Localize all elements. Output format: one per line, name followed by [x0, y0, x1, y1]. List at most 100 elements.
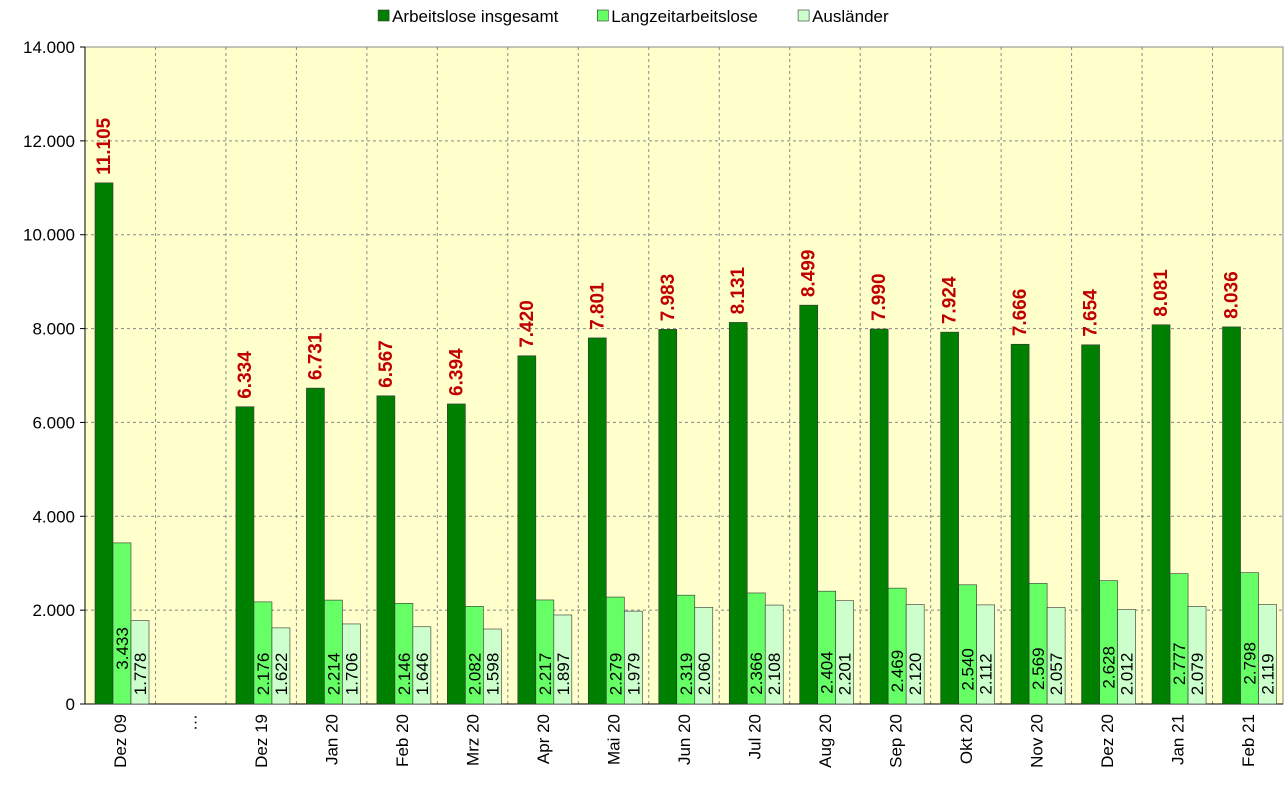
value-label: 7.983 [658, 274, 679, 322]
y-tick-label: 10.000 [23, 226, 75, 245]
x-tick-label: Dez 19 [252, 714, 271, 768]
bar [694, 607, 714, 705]
value-label: 2.777 [1170, 643, 1189, 686]
value-label: 2.540 [959, 648, 978, 691]
value-label: 11.105 [94, 117, 115, 174]
bar [271, 627, 291, 705]
y-tick-label: 4.000 [32, 507, 75, 526]
bar [1222, 326, 1241, 705]
x-tick-label: Dez 20 [1098, 714, 1117, 768]
value-label: 2.279 [606, 653, 625, 696]
y-tick-label: 14.000 [23, 38, 75, 57]
bar [1046, 607, 1066, 705]
y-tick-label: 0 [66, 695, 75, 714]
bar [112, 542, 132, 705]
bar [835, 600, 855, 705]
value-label: 1.979 [624, 653, 643, 696]
bar [483, 628, 502, 705]
bar [447, 403, 466, 705]
value-label: 8.499 [799, 250, 820, 298]
legend-swatch [797, 9, 810, 22]
value-label: 7.654 [1081, 289, 1102, 337]
x-tick-label: Sep 20 [886, 714, 905, 768]
bar [1187, 606, 1207, 705]
x-tick-label: Feb 20 [393, 714, 412, 767]
value-label: 6.394 [446, 348, 467, 396]
value-label: 7.990 [869, 273, 890, 321]
value-label: 7.801 [587, 282, 608, 330]
x-tick-label: Feb 21 [1239, 714, 1258, 767]
value-label: 2.628 [1100, 646, 1119, 689]
bar [130, 620, 150, 705]
legend-label: Ausländer [812, 7, 889, 26]
bar [94, 182, 114, 705]
bar [1117, 609, 1136, 705]
value-label: 1.622 [272, 653, 291, 696]
value-label: 2.060 [695, 653, 714, 696]
value-label: 2.798 [1241, 642, 1260, 685]
bar [1258, 604, 1277, 705]
bar [342, 623, 361, 705]
value-label: 2.201 [836, 653, 855, 696]
bar [1151, 324, 1171, 705]
x-tick-label: Mrz 20 [464, 714, 483, 766]
bar [658, 329, 678, 705]
value-label: 6.731 [305, 332, 326, 380]
value-label: 2.569 [1029, 647, 1048, 690]
value-label: 2.469 [888, 650, 907, 693]
bar [553, 614, 573, 705]
bar [306, 387, 325, 705]
x-tick-label: Jan 20 [323, 714, 342, 765]
bar [976, 604, 995, 705]
value-label: 2.176 [254, 653, 273, 696]
value-label: 1.778 [131, 653, 150, 696]
bar [412, 626, 432, 705]
value-label: 2.108 [765, 653, 784, 696]
value-label: 7.420 [517, 300, 538, 348]
x-tick-label: … [182, 714, 201, 731]
bar [728, 322, 748, 705]
value-label: 8.081 [1151, 269, 1172, 317]
value-label: 8.036 [1222, 271, 1243, 319]
x-tick-label: Okt 20 [957, 714, 976, 764]
bar [1010, 343, 1030, 705]
value-label: 7.666 [1010, 289, 1031, 337]
x-tick-label: Dez 09 [111, 714, 130, 768]
value-label: 8.131 [728, 266, 749, 314]
value-label: 3.433 [113, 627, 132, 670]
value-label: 2.366 [747, 652, 766, 695]
y-tick-label: 6.000 [32, 413, 75, 432]
value-label: 1.598 [483, 653, 502, 696]
value-label: 1.646 [413, 653, 432, 696]
bar [1081, 344, 1100, 705]
bar [940, 331, 959, 705]
legend-swatch [596, 9, 609, 22]
value-label: 6.567 [376, 340, 397, 388]
value-label: 2.079 [1188, 653, 1207, 696]
x-tick-label: Jan 21 [1168, 714, 1187, 765]
bar [799, 304, 819, 705]
y-tick-label: 12.000 [23, 132, 75, 151]
x-tick-label: Jul 20 [745, 714, 764, 759]
bar [517, 355, 537, 705]
value-label: 2.119 [1259, 653, 1278, 694]
value-label: 2.146 [395, 653, 414, 696]
value-label: 2.112 [977, 653, 996, 694]
value-label: 2.057 [1047, 653, 1066, 696]
value-label: 7.924 [940, 276, 961, 324]
bar [764, 604, 784, 705]
x-tick-label: Aug 20 [816, 714, 835, 768]
legend-label: Langzeitarbeitslose [611, 7, 757, 26]
value-label: 2.214 [324, 653, 343, 696]
bar [623, 610, 643, 705]
bar [235, 406, 255, 705]
value-label: 2.319 [677, 653, 696, 696]
value-label: 2.082 [465, 653, 484, 696]
value-label: 1.897 [554, 653, 573, 696]
y-tick-label: 2.000 [32, 601, 75, 620]
x-tick-label: Jun 20 [675, 714, 694, 765]
value-label: 6.334 [235, 351, 256, 399]
bar [376, 395, 396, 705]
bar [869, 328, 889, 705]
